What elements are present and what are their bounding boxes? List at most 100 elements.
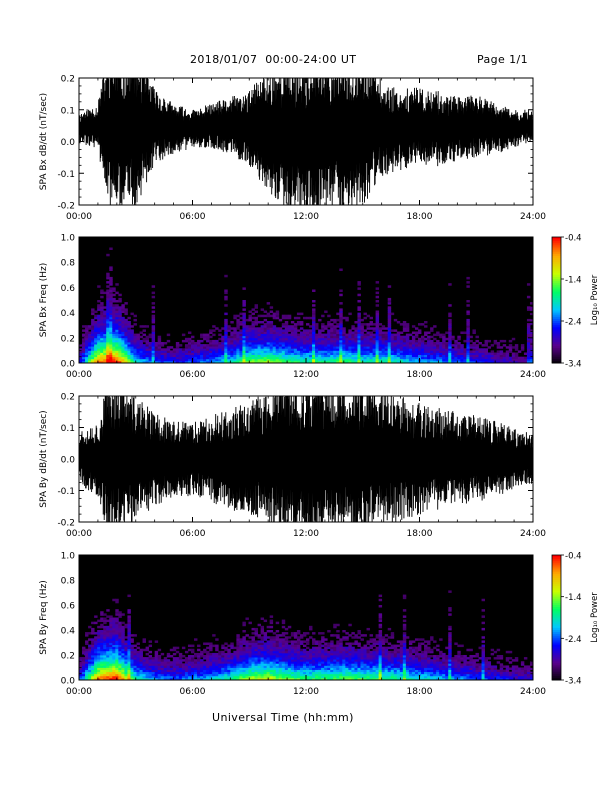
heatmap-cell <box>88 360 92 364</box>
heatmap-cell <box>375 677 380 681</box>
heatmap-cell <box>245 665 249 668</box>
heatmap-cell <box>109 276 113 280</box>
heatmap-cell <box>118 669 122 673</box>
heatmap-cell <box>324 667 328 670</box>
heatmap-cell <box>472 356 476 360</box>
heatmap-cell <box>312 659 316 662</box>
heatmap-cell <box>100 669 104 673</box>
x-tick-label: 00:00 <box>66 370 92 380</box>
heatmap-cell <box>91 360 95 364</box>
heatmap-cell <box>327 331 331 334</box>
heatmap-cell <box>351 346 355 349</box>
heatmap-cell <box>133 675 137 679</box>
heatmap-cell <box>290 640 295 643</box>
heatmap-cell <box>351 356 355 360</box>
heatmap-cell <box>194 348 198 351</box>
heatmap-cell <box>227 661 231 664</box>
heatmap-cell <box>103 630 107 633</box>
heatmap-cell <box>424 321 428 324</box>
heatmap-cell <box>79 673 83 677</box>
heatmap-cell <box>324 663 328 666</box>
heatmap-cell <box>321 354 325 358</box>
heatmap-cell <box>266 636 271 639</box>
heatmap-cell <box>139 360 143 364</box>
heatmap-cell <box>375 327 380 330</box>
heatmap-cell <box>178 350 183 353</box>
heatmap-cell <box>160 671 165 675</box>
heatmap-cell <box>529 354 534 358</box>
heatmap-cell <box>339 352 343 355</box>
heatmap-cell <box>133 358 137 362</box>
heatmap-cell <box>257 661 261 664</box>
heatmap-cell <box>224 297 228 301</box>
heatmap-cell <box>266 630 271 633</box>
heatmap-cell <box>336 339 340 343</box>
heatmap-cell <box>109 279 113 282</box>
heatmap-cell <box>402 337 407 341</box>
x-tick-label: 18:00 <box>407 529 433 539</box>
heatmap-cell <box>396 337 401 341</box>
heatmap-cell <box>121 638 125 641</box>
heatmap-cell <box>142 352 146 355</box>
heatmap-cell <box>275 669 280 673</box>
heatmap-cell <box>85 352 89 355</box>
heatmap-cell <box>499 339 504 343</box>
colorbar-segment <box>552 260 561 263</box>
heatmap-cell <box>306 640 310 643</box>
heatmap-cell <box>284 346 289 349</box>
heatmap-cell <box>381 640 386 643</box>
heatmap-cell <box>381 659 386 662</box>
heatmap-cell <box>97 306 101 309</box>
heatmap-cell <box>82 677 86 681</box>
heatmap-cell <box>194 671 198 675</box>
heatmap-cell <box>154 346 159 349</box>
heatmap-cell <box>212 667 216 670</box>
heatmap-cell <box>396 346 401 349</box>
heatmap-cell <box>272 339 277 343</box>
heatmap-cell <box>227 648 231 652</box>
heatmap-cell <box>100 657 104 660</box>
heatmap-cell <box>378 652 383 656</box>
heatmap-cell <box>408 350 413 353</box>
heatmap-cell <box>321 342 325 345</box>
heatmap-cell <box>130 333 134 337</box>
heatmap-cell <box>312 677 316 681</box>
heatmap-cell <box>369 659 373 662</box>
heatmap-cell <box>360 344 364 347</box>
heatmap-cell <box>266 642 271 645</box>
heatmap-cell <box>112 325 116 328</box>
heatmap-cell <box>118 627 122 631</box>
heatmap-cell <box>302 339 307 343</box>
heatmap-cell <box>130 675 134 679</box>
heatmap-cell <box>112 300 116 303</box>
heatmap-cell <box>430 335 434 339</box>
heatmap-cell <box>266 344 271 347</box>
heatmap-cell <box>145 325 150 328</box>
heatmap-cell <box>91 339 95 343</box>
heatmap-cell <box>330 644 334 648</box>
heatmap-cell <box>115 634 119 637</box>
heatmap-cell <box>100 337 104 341</box>
heatmap-cell <box>266 665 271 668</box>
heatmap-cell <box>254 632 258 635</box>
heatmap-cell <box>109 339 113 343</box>
heatmap-cell <box>336 323 340 326</box>
heatmap-cell <box>91 310 95 313</box>
heatmap-cell <box>112 646 116 650</box>
heatmap-cell <box>239 657 243 660</box>
heatmap-cell <box>260 617 265 620</box>
heatmap-cell <box>393 333 398 337</box>
heatmap-cell <box>293 350 298 353</box>
heatmap-cell <box>236 352 240 355</box>
heatmap-cell <box>312 652 316 656</box>
heatmap-cell <box>387 655 392 658</box>
colorbar-segment <box>552 279 561 282</box>
heatmap-cell <box>184 663 189 666</box>
heatmap-cell <box>327 325 331 328</box>
heatmap-cell <box>106 329 110 332</box>
heatmap-cell <box>315 642 319 645</box>
heatmap-cell <box>115 655 119 658</box>
heatmap-cell <box>333 665 337 668</box>
heatmap-cell <box>293 327 298 330</box>
heatmap-cell <box>184 673 189 677</box>
